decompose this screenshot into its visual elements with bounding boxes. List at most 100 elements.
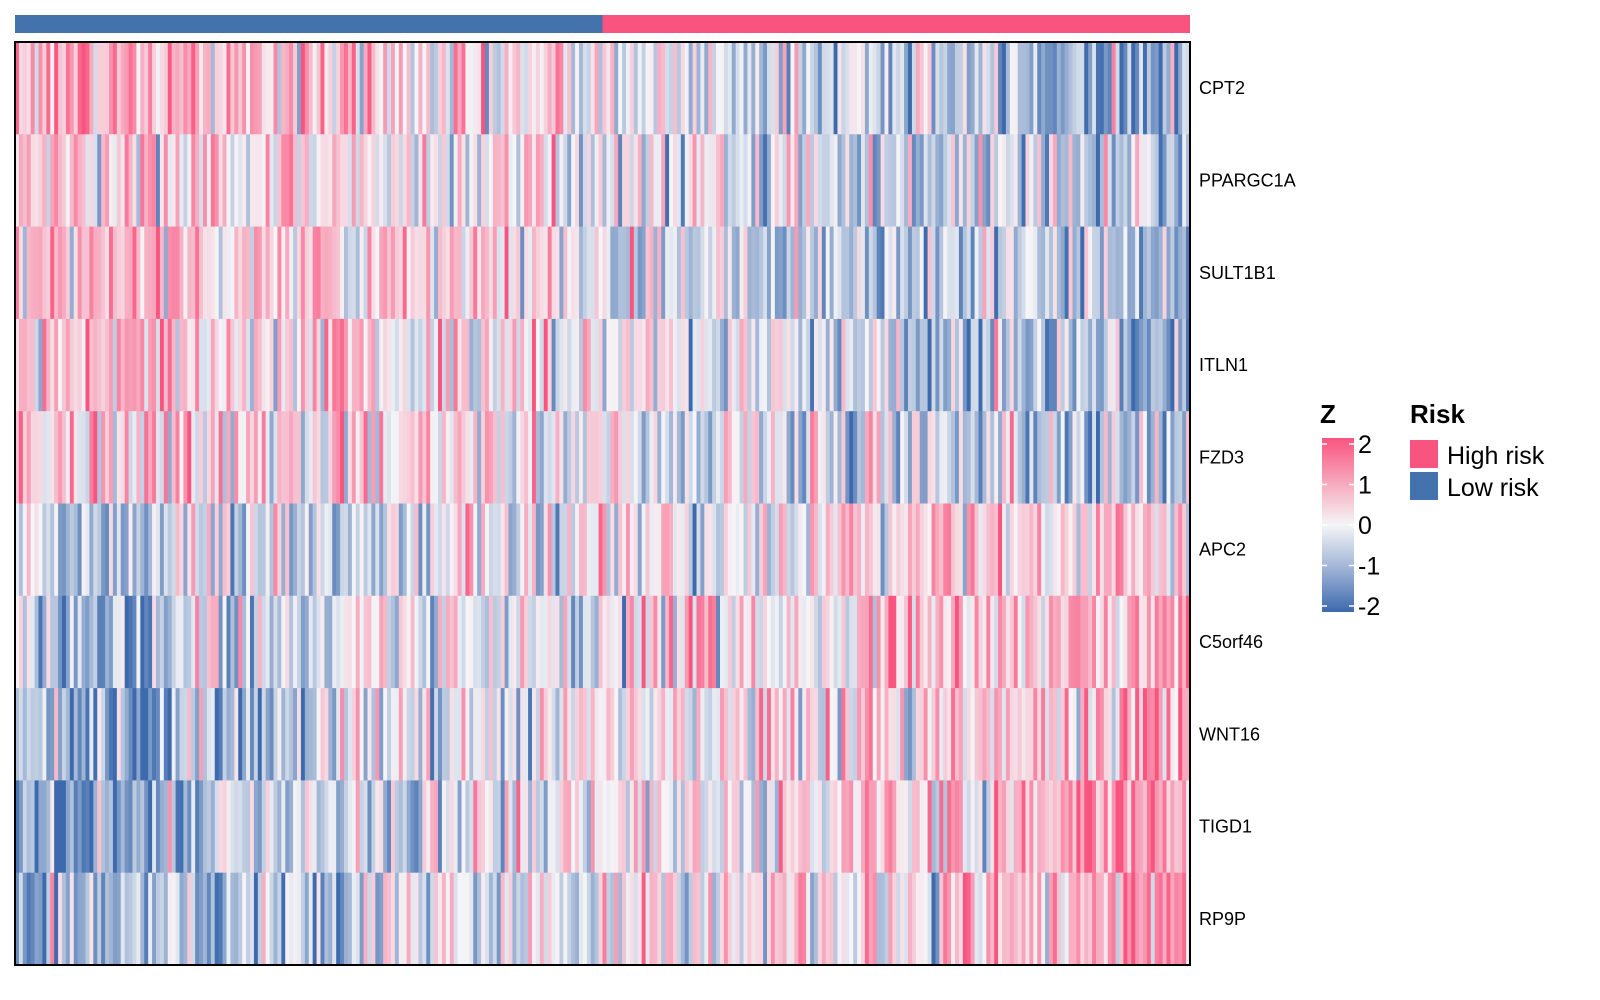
heatmap-cell bbox=[132, 42, 138, 135]
heatmap-cell bbox=[641, 872, 647, 966]
heatmap-cell bbox=[332, 872, 337, 966]
heatmap-cell bbox=[1029, 503, 1034, 597]
heatmap-cell bbox=[101, 42, 106, 135]
heatmap-cell bbox=[1009, 872, 1015, 966]
heatmap-cell bbox=[614, 411, 619, 505]
heatmap-cell bbox=[535, 503, 541, 597]
heatmap-cell bbox=[594, 595, 600, 689]
heatmap-cell bbox=[187, 688, 192, 781]
heatmap-cell bbox=[684, 42, 690, 135]
heatmap-cell bbox=[763, 872, 768, 966]
z-tick-label: 0 bbox=[1358, 512, 1372, 540]
heatmap-cell bbox=[1115, 688, 1121, 781]
heatmap-cell bbox=[743, 411, 749, 505]
z-colorbar bbox=[1322, 438, 1354, 612]
heatmap-cell bbox=[516, 503, 521, 597]
heatmap-cell bbox=[998, 688, 1003, 781]
heatmap-cell bbox=[488, 42, 494, 135]
heatmap-cell bbox=[704, 688, 709, 781]
heatmap-cell bbox=[794, 42, 799, 135]
heatmap-cell bbox=[1080, 318, 1085, 412]
heatmap-cell bbox=[308, 780, 314, 874]
heatmap-cell bbox=[618, 872, 623, 966]
heatmap-cell bbox=[171, 42, 177, 135]
heatmap-cell bbox=[46, 42, 51, 135]
heatmap-cell bbox=[206, 318, 212, 412]
heatmap-cell bbox=[633, 595, 639, 689]
heatmap-cell bbox=[148, 872, 153, 966]
heatmap-cell bbox=[653, 42, 658, 135]
heatmap-cell bbox=[798, 780, 803, 874]
heatmap-cell bbox=[955, 318, 960, 412]
heatmap-cell bbox=[794, 318, 799, 412]
heatmap-cell bbox=[857, 134, 862, 228]
heatmap-cell bbox=[1056, 503, 1062, 597]
heatmap-cell bbox=[990, 411, 995, 505]
heatmap-cell bbox=[1072, 134, 1078, 228]
heatmap-cell bbox=[383, 503, 388, 597]
heatmap-cell bbox=[234, 411, 239, 505]
heatmap-cell bbox=[947, 503, 952, 597]
heatmap-cell bbox=[485, 872, 490, 966]
heatmap-cell bbox=[465, 318, 470, 412]
heatmap-cell bbox=[441, 503, 447, 597]
heatmap-cell bbox=[441, 688, 447, 781]
heatmap-cell bbox=[520, 780, 525, 874]
heatmap-cell bbox=[720, 42, 725, 135]
heatmap-cell bbox=[246, 411, 251, 505]
heatmap-cell bbox=[829, 134, 835, 228]
heatmap-cell bbox=[1084, 42, 1089, 135]
heatmap-cell bbox=[477, 595, 482, 689]
heatmap-cell bbox=[445, 318, 451, 412]
heatmap-cell bbox=[1123, 780, 1128, 874]
heatmap-cell bbox=[383, 780, 388, 874]
heatmap-cell bbox=[966, 872, 972, 966]
heatmap-cell bbox=[641, 688, 647, 781]
heatmap-cell bbox=[273, 780, 279, 874]
heatmap-cell bbox=[363, 318, 369, 412]
heatmap-cell bbox=[277, 411, 282, 505]
heatmap-cell bbox=[46, 318, 51, 412]
heatmap-cell bbox=[179, 688, 185, 781]
heatmap-cell bbox=[1005, 503, 1011, 597]
heatmap-cell bbox=[214, 411, 220, 505]
heatmap-cell bbox=[1154, 318, 1160, 412]
heatmap-cell bbox=[892, 318, 897, 412]
heatmap-cell bbox=[1166, 503, 1172, 597]
heatmap-cell bbox=[571, 595, 576, 689]
heatmap-cell bbox=[206, 411, 212, 505]
heatmap-cell bbox=[645, 411, 651, 505]
heatmap-cell bbox=[923, 872, 929, 966]
heatmap-cell bbox=[344, 226, 349, 320]
heatmap-cell bbox=[692, 688, 698, 781]
heatmap-cell bbox=[575, 42, 580, 135]
heatmap-cell bbox=[50, 872, 55, 966]
heatmap-cell bbox=[324, 318, 329, 412]
heatmap-cell bbox=[488, 503, 494, 597]
heatmap-cell bbox=[739, 318, 745, 412]
heatmap-cell bbox=[402, 872, 408, 966]
heatmap-cell bbox=[175, 42, 181, 135]
heatmap-cell bbox=[293, 780, 298, 874]
heatmap-cell bbox=[1174, 503, 1179, 597]
heatmap-cell bbox=[1146, 318, 1152, 412]
heatmap-cell bbox=[680, 134, 686, 228]
heatmap-cell bbox=[1166, 134, 1172, 228]
heatmap-cell bbox=[116, 688, 122, 781]
heatmap-cell bbox=[751, 411, 756, 505]
heatmap-cell bbox=[445, 503, 451, 597]
heatmap-cell bbox=[692, 780, 698, 874]
heatmap-cell bbox=[833, 503, 839, 597]
heatmap-cell bbox=[461, 872, 467, 966]
heatmap-cell bbox=[206, 134, 212, 228]
heatmap-cell bbox=[606, 134, 611, 228]
heatmap-cell bbox=[767, 595, 772, 689]
heatmap-cell bbox=[124, 780, 130, 874]
heatmap-cell bbox=[1049, 595, 1054, 689]
heatmap-cell bbox=[915, 503, 921, 597]
heatmap-cell bbox=[774, 688, 780, 781]
heatmap-cell bbox=[1049, 503, 1054, 597]
heatmap-cell bbox=[1103, 411, 1109, 505]
heatmap-cell bbox=[277, 318, 282, 412]
heatmap-cell bbox=[159, 503, 165, 597]
